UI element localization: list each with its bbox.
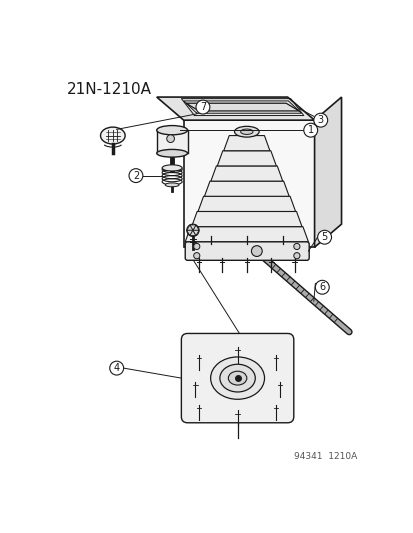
Circle shape [193,244,199,249]
Polygon shape [192,230,199,236]
Polygon shape [223,135,269,151]
Text: 2: 2 [133,171,139,181]
FancyBboxPatch shape [181,334,293,423]
Circle shape [166,135,174,142]
Polygon shape [187,244,305,258]
Polygon shape [186,225,192,230]
Polygon shape [204,181,288,196]
Ellipse shape [210,357,264,399]
Polygon shape [217,151,275,166]
Ellipse shape [157,149,187,157]
Text: 5: 5 [320,232,327,242]
Circle shape [193,253,199,259]
Circle shape [251,246,261,256]
Ellipse shape [234,126,259,137]
Polygon shape [210,166,282,181]
Text: 94341  1210A: 94341 1210A [293,451,356,461]
Circle shape [315,280,328,294]
Ellipse shape [219,364,255,392]
Ellipse shape [157,126,187,135]
Ellipse shape [228,371,246,385]
Text: 21N-1210A: 21N-1210A [66,82,151,96]
Polygon shape [314,97,341,247]
Circle shape [293,253,299,259]
Polygon shape [190,225,195,230]
Polygon shape [197,196,295,212]
Polygon shape [186,230,192,236]
Circle shape [109,361,123,375]
Text: 3: 3 [317,115,323,125]
Circle shape [303,123,317,137]
Text: 7: 7 [199,102,206,112]
Polygon shape [191,212,301,227]
Ellipse shape [100,127,125,144]
Polygon shape [185,103,299,111]
Polygon shape [157,130,187,154]
Circle shape [129,168,142,182]
Polygon shape [192,225,199,230]
Ellipse shape [165,183,179,187]
Polygon shape [185,227,308,242]
Circle shape [293,244,299,249]
Circle shape [313,113,327,127]
Polygon shape [183,120,314,247]
Polygon shape [157,97,314,120]
Text: 6: 6 [318,282,325,292]
Circle shape [195,100,209,114]
FancyBboxPatch shape [185,242,309,260]
Text: 1: 1 [307,125,313,135]
Polygon shape [190,230,195,236]
Circle shape [317,230,331,244]
Ellipse shape [162,165,182,171]
Text: 4: 4 [113,363,119,373]
Ellipse shape [240,129,252,134]
